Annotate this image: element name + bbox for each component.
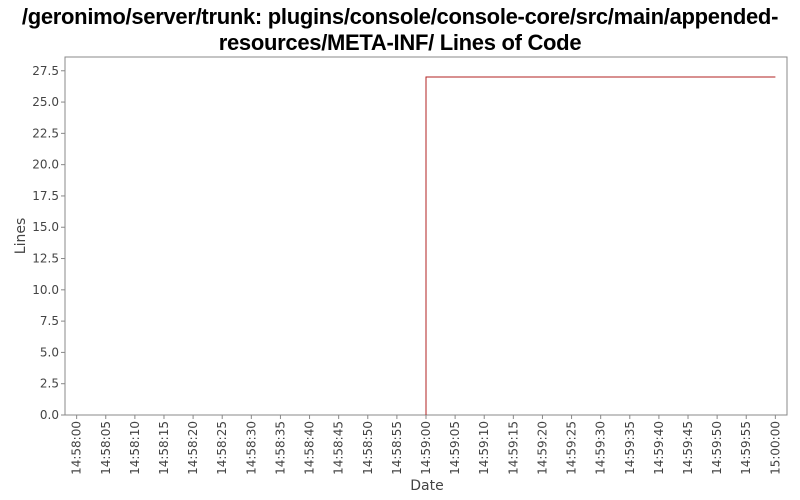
x-tick-label: 14:58:50	[361, 421, 375, 475]
y-tick-label: 15.0	[32, 220, 59, 234]
x-tick-label: 14:58:10	[128, 421, 142, 475]
chart-title-line-1: /geronimo/server/trunk: plugins/console/…	[21, 4, 779, 29]
y-tick-label: 22.5	[32, 126, 59, 140]
y-tick-label: 7.5	[40, 314, 59, 328]
x-tick-label: 14:58:30	[244, 421, 258, 475]
x-tick-label: 14:59:45	[681, 421, 695, 475]
x-tick-label: 14:58:20	[186, 421, 200, 475]
x-tick-label: 14:59:30	[594, 421, 608, 475]
x-tick-label: 14:59:00	[419, 421, 433, 475]
x-tick-label: 14:59:10	[477, 421, 491, 475]
x-tick-label: 14:59:50	[710, 421, 724, 475]
x-tick-label: 14:58:35	[273, 421, 287, 475]
y-axis: 0.0 2.5 5.0 7.5 10.0 12.5 15.0 17.5 20.0 22.5 25.0…	[32, 64, 65, 422]
x-tick-label: 14:58:05	[99, 421, 113, 475]
x-tick-label: 14:59:05	[448, 421, 462, 475]
x-tick-label: 14:58:55	[390, 421, 404, 475]
y-tick-label: 17.5	[32, 189, 59, 203]
y-tick-label: 25.0	[32, 95, 59, 109]
x-tick-label: 14:59:15	[506, 421, 520, 475]
y-tick-label: 10.0	[32, 283, 59, 297]
y-tick-label: 2.5	[40, 377, 59, 391]
x-tick-label: 14:59:35	[623, 421, 637, 475]
y-tick-label: 27.5	[32, 64, 59, 78]
x-tick-label: 14:59:55	[739, 421, 753, 475]
chart-title: /geronimo/server/trunk: plugins/console/…	[0, 4, 800, 56]
x-tick-label: 14:58:15	[157, 421, 171, 475]
x-tick-label: 14:58:45	[332, 421, 346, 475]
x-tick-label: 14:58:40	[303, 421, 317, 475]
chart-title-line-2: resources/META-INF/ Lines of Code	[218, 30, 582, 55]
series-line	[425, 76, 776, 415]
x-tick-label: 14:58:00	[70, 421, 84, 475]
y-tick-label: 0.0	[40, 408, 59, 422]
y-tick-label: 12.5	[32, 252, 59, 266]
y-axis-label: Lines	[13, 218, 29, 254]
y-tick-label: 5.0	[40, 345, 59, 359]
x-tick-label: 15:00:00	[768, 421, 782, 475]
x-tick-label: 14:58:25	[215, 421, 229, 475]
series-layer	[425, 76, 776, 415]
x-axis: 14:58:00 14:58:05 14:58:10 14:58:15 14:58:20…	[70, 415, 782, 475]
x-axis-label: Date	[410, 478, 443, 494]
y-tick-label: 20.0	[32, 158, 59, 172]
x-tick-label: 14:59:20	[535, 421, 549, 475]
x-tick-label: 14:59:25	[565, 421, 579, 475]
x-tick-label: 14:59:40	[652, 421, 666, 475]
